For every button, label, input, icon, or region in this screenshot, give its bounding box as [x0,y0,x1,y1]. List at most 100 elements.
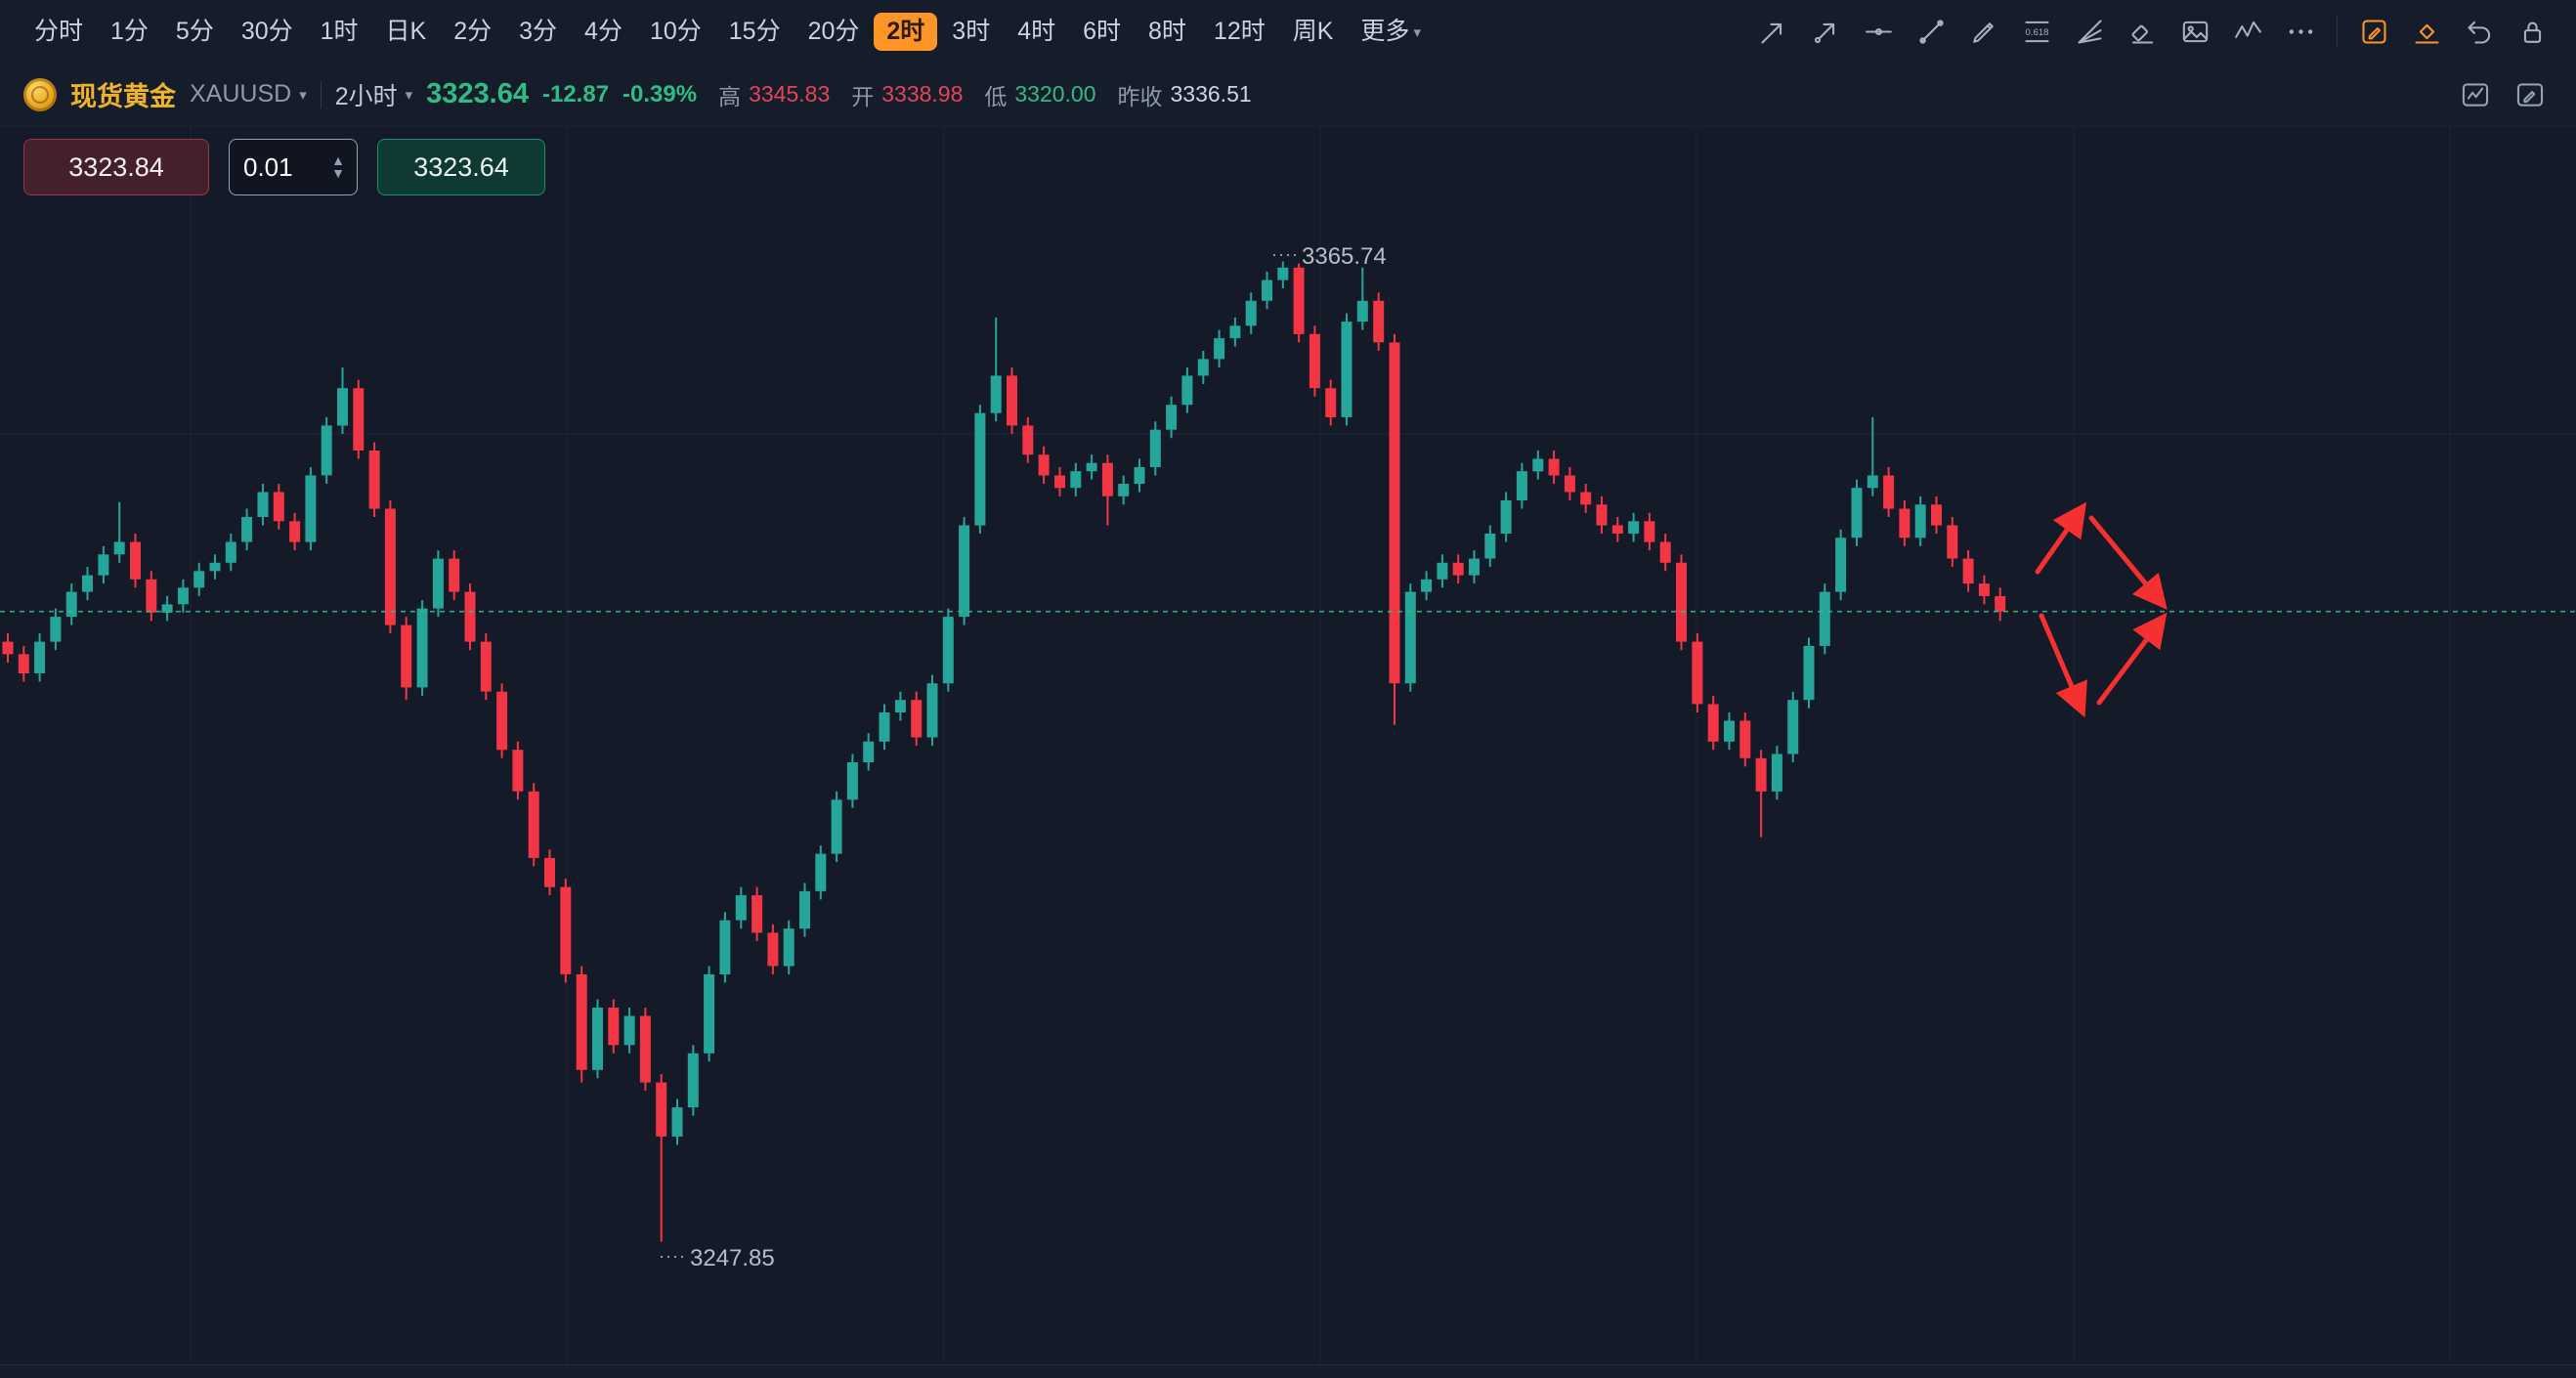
candle [512,741,524,800]
candle [1166,396,1178,439]
fib-retracement-icon[interactable]: 0.618 [2014,9,2059,54]
draw-edit-icon[interactable] [2351,9,2396,54]
time-axis[interactable] [0,1364,2576,1378]
horizontal-line-icon[interactable] [1856,9,1901,54]
candle [1739,712,1751,767]
candle [974,405,986,534]
interval-selector[interactable]: 2小时 [334,82,398,110]
interval-dropdown-icon[interactable]: ▾ [405,86,413,104]
timeframe-4时[interactable]: 4时 [1017,17,1056,45]
candle [846,754,858,808]
timeframe-4分[interactable]: 4分 [584,17,623,45]
candle [1899,500,1911,546]
candle [1356,267,1368,330]
sell-button[interactable]: 3323.84 [23,139,209,195]
timeframe-3分[interactable]: 3分 [519,17,558,45]
quantity-value: 0.01 [243,151,293,182]
ray-arrow-icon[interactable] [1803,9,1848,54]
timeframe-3时[interactable]: 3时 [952,17,991,45]
quantity-stepper[interactable]: 0.01 ▲ ▼ [229,139,358,195]
timeframe-6时[interactable]: 6时 [1083,17,1122,45]
candle [98,545,109,584]
chart-style-icon[interactable] [2453,72,2498,117]
brush-icon[interactable] [1961,9,2006,54]
candle [321,416,332,484]
candle [1851,479,1863,546]
candle [337,366,348,434]
zigzag-icon[interactable] [2225,9,2270,54]
more-tools-icon[interactable] [2278,9,2323,54]
candle [990,317,1002,422]
timeframe-12时[interactable]: 12时 [1213,17,1266,45]
arrow-annotation[interactable] [2035,501,2087,575]
candle [18,645,29,682]
timeframe-15分[interactable]: 15分 [728,17,781,45]
svg-text:0.618: 0.618 [2025,27,2048,38]
drawing-tools: 0.618 [1750,9,2323,54]
instrument-bar: 现货黄金 XAUUSD ▾ 2小时 ▾ 3323.64 -12.87 -0.39… [0,63,2576,127]
timeframe-日K[interactable]: 日K [385,17,427,45]
fan-lines-icon[interactable] [2067,9,2112,54]
trend-line-icon[interactable] [1909,9,1953,54]
trade-panel: 3323.84 0.01 ▲ ▼ 3323.64 [23,139,545,195]
timeframe-分时[interactable]: 分时 [34,17,84,45]
candle [50,608,62,651]
candlestick-chart[interactable]: 3365.74 3247.85 [0,127,2576,1378]
candle [161,595,173,622]
candle [799,883,810,937]
candle [225,534,236,572]
candle [815,845,827,900]
candle [576,966,587,1083]
candle [1007,366,1017,434]
timeframe-10分[interactable]: 10分 [649,17,702,45]
candle [1978,575,1990,605]
buy-button[interactable]: 3323.64 [377,139,545,195]
arrow-annotation[interactable] [2096,612,2168,706]
undo-icon[interactable] [2457,9,2502,54]
clear-drawings-icon[interactable] [2404,9,2449,54]
drawn-arrows-annotation[interactable] [2035,501,2168,718]
prev-close-value: 3336.51 [1170,81,1252,107]
timeframe-20分[interactable]: 20分 [807,17,860,45]
chart-low-label: 3247.85 [690,1245,775,1271]
candle [1038,446,1050,484]
more-timeframes-button[interactable]: 更多 ▾ [1348,13,1434,51]
candle [1883,467,1895,517]
candle [942,608,954,692]
candle [1022,416,1034,463]
chart-edit-icon[interactable] [2508,72,2553,117]
timeframe-2分[interactable]: 2分 [453,17,493,45]
trend-arrow-icon[interactable] [1750,9,1795,54]
instrument-symbol[interactable]: XAUUSD [190,80,292,108]
candle [1787,691,1799,762]
quantity-decrease-button[interactable]: ▼ [327,166,349,180]
timeframe-2时[interactable]: 2时 [874,12,938,51]
candle [1325,379,1337,426]
candle [863,733,875,771]
candle [1197,350,1209,384]
image-icon[interactable] [2172,9,2217,54]
open-label: 开 [851,83,875,109]
sell-price: 3323.84 [68,151,164,182]
open-value: 3338.98 [881,81,964,107]
candle [1149,421,1161,476]
eraser-icon[interactable] [2120,9,2165,54]
symbol-dropdown-icon[interactable]: ▾ [299,86,307,104]
lock-drawings-icon[interactable] [2510,9,2555,54]
quantity-increase-button[interactable]: ▲ [327,153,349,167]
candle [1803,637,1815,709]
candle [1516,462,1527,509]
candle [1771,746,1782,800]
candle [289,512,301,551]
timeframe-1分[interactable]: 1分 [110,17,149,45]
price-change-percent: -0.39% [623,80,698,108]
timeframe-1时[interactable]: 1时 [320,17,359,45]
arrow-annotation[interactable] [2088,515,2168,610]
timeframe-8时[interactable]: 8时 [1148,17,1186,45]
timeframe-5分[interactable]: 5分 [175,17,214,45]
timeframe-周K[interactable]: 周K [1292,17,1334,45]
timeframe-30分[interactable]: 30分 [240,17,293,45]
arrow-annotation[interactable] [2039,613,2087,718]
candle [1101,454,1113,526]
timeframe-list: 分时 1分 5分 30分 1时 日K 2分 3分 4分 10分 15分 20分 2时 3时 4时 6时 8时 12… [21,12,1346,51]
